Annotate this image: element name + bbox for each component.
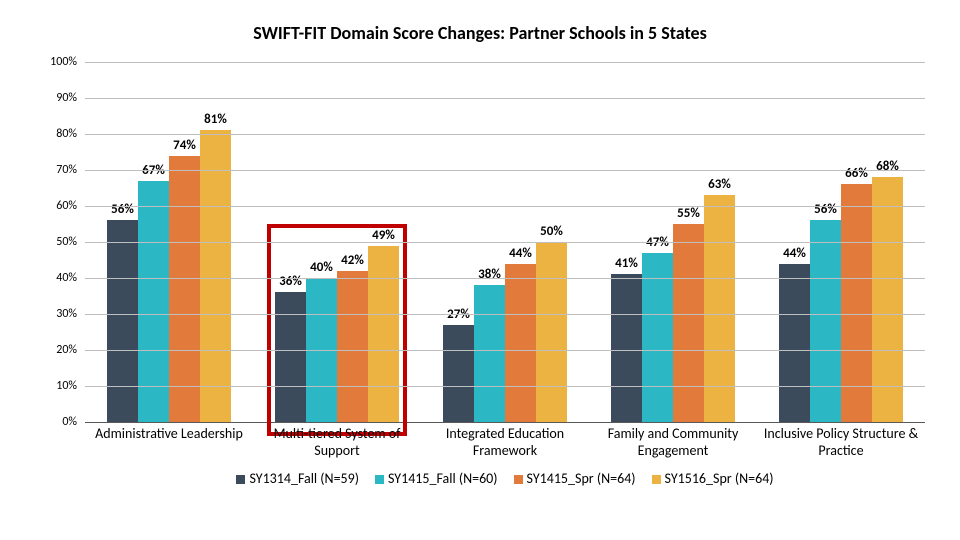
gridline xyxy=(85,350,925,351)
gridline xyxy=(85,98,925,99)
legend-item: SY1415_Fall (N=60) xyxy=(375,472,498,486)
bar-value-label: 50% xyxy=(540,224,563,239)
gridline xyxy=(85,386,925,387)
bar-value-label: 44% xyxy=(509,246,532,261)
chart-container: SWIFT-FIT Domain Score Changes: Partner … xyxy=(0,0,960,540)
bar: 74% xyxy=(169,156,200,422)
gridline xyxy=(85,242,925,243)
bar: 36% xyxy=(275,292,306,422)
plot-area: 56%67%74%81%36%40%42%49%27%38%44%50%41%4… xyxy=(85,62,925,423)
gridline xyxy=(85,170,925,171)
x-axis-labels: Administrative LeadershipMulti-tiered Sy… xyxy=(85,426,925,460)
bar: 42% xyxy=(337,271,368,422)
bar: 50% xyxy=(536,242,567,422)
legend: SY1314_Fall (N=59) SY1415_Fall (N=60) SY14… xyxy=(85,472,925,486)
bar-value-label: 81% xyxy=(204,112,227,127)
y-tick-label: 30% xyxy=(56,307,77,321)
bar: 49% xyxy=(368,246,399,422)
x-axis-label: Integrated Education Framework xyxy=(421,426,589,460)
legend-swatch xyxy=(514,475,523,484)
y-tick-label: 100% xyxy=(50,55,77,69)
bar-value-label: 44% xyxy=(783,246,806,261)
bar: 81% xyxy=(200,130,231,422)
gridline xyxy=(85,206,925,207)
y-tick-label: 20% xyxy=(56,343,77,357)
y-tick-label: 10% xyxy=(56,379,77,393)
x-axis-label: Family and Community Engagement xyxy=(589,426,757,460)
legend-label: SY1314_Fall (N=59) xyxy=(249,472,359,486)
legend-label: SY1516_Spr (N=64) xyxy=(665,472,774,486)
bar-value-label: 40% xyxy=(310,260,333,275)
bar-value-label: 49% xyxy=(372,228,395,243)
bar: 44% xyxy=(505,264,536,422)
gridline xyxy=(85,62,925,63)
gridline xyxy=(85,314,925,315)
bar: 56% xyxy=(107,220,138,422)
legend-label: SY1415_Spr (N=64) xyxy=(527,472,636,486)
bar-value-label: 56% xyxy=(111,202,134,217)
chart-title: SWIFT-FIT Domain Score Changes: Partner … xyxy=(0,22,960,44)
bar: 38% xyxy=(474,285,505,422)
bar-value-label: 36% xyxy=(279,274,302,289)
gridline xyxy=(85,278,925,279)
bar-value-label: 42% xyxy=(341,253,364,268)
bar-value-label: 74% xyxy=(173,138,196,153)
y-tick-label: 50% xyxy=(56,235,77,249)
bar: 56% xyxy=(810,220,841,422)
y-tick-label: 40% xyxy=(56,271,77,285)
legend-swatch xyxy=(375,475,384,484)
legend-label: SY1415_Fall (N=60) xyxy=(388,472,498,486)
bar-value-label: 66% xyxy=(845,166,868,181)
bar-value-label: 63% xyxy=(708,177,731,192)
x-axis-label: Administrative Leadership xyxy=(85,426,253,460)
bar-value-label: 68% xyxy=(876,159,899,174)
y-tick-label: 80% xyxy=(56,127,77,141)
y-tick-label: 90% xyxy=(56,91,77,105)
bar: 55% xyxy=(673,224,704,422)
bar-value-label: 41% xyxy=(615,256,638,271)
y-tick-label: 60% xyxy=(56,199,77,213)
gridline xyxy=(85,134,925,135)
legend-item: SY1516_Spr (N=64) xyxy=(652,472,774,486)
legend-item: SY1415_Spr (N=64) xyxy=(514,472,636,486)
y-tick-label: 70% xyxy=(56,163,77,177)
bar: 63% xyxy=(704,195,735,422)
legend-swatch xyxy=(652,475,661,484)
legend-swatch xyxy=(236,475,245,484)
y-tick-label: 0% xyxy=(62,415,77,429)
bar-value-label: 38% xyxy=(478,267,501,282)
bar: 41% xyxy=(611,274,642,422)
bar: 27% xyxy=(443,325,474,422)
bar-value-label: 56% xyxy=(814,202,837,217)
bar-value-label: 55% xyxy=(677,206,700,221)
legend-item: SY1314_Fall (N=59) xyxy=(236,472,359,486)
x-axis-label: Inclusive Policy Structure & Practice xyxy=(757,426,925,460)
x-axis-label: Multi-tiered System of Support xyxy=(253,426,421,460)
bar: 44% xyxy=(779,264,810,422)
